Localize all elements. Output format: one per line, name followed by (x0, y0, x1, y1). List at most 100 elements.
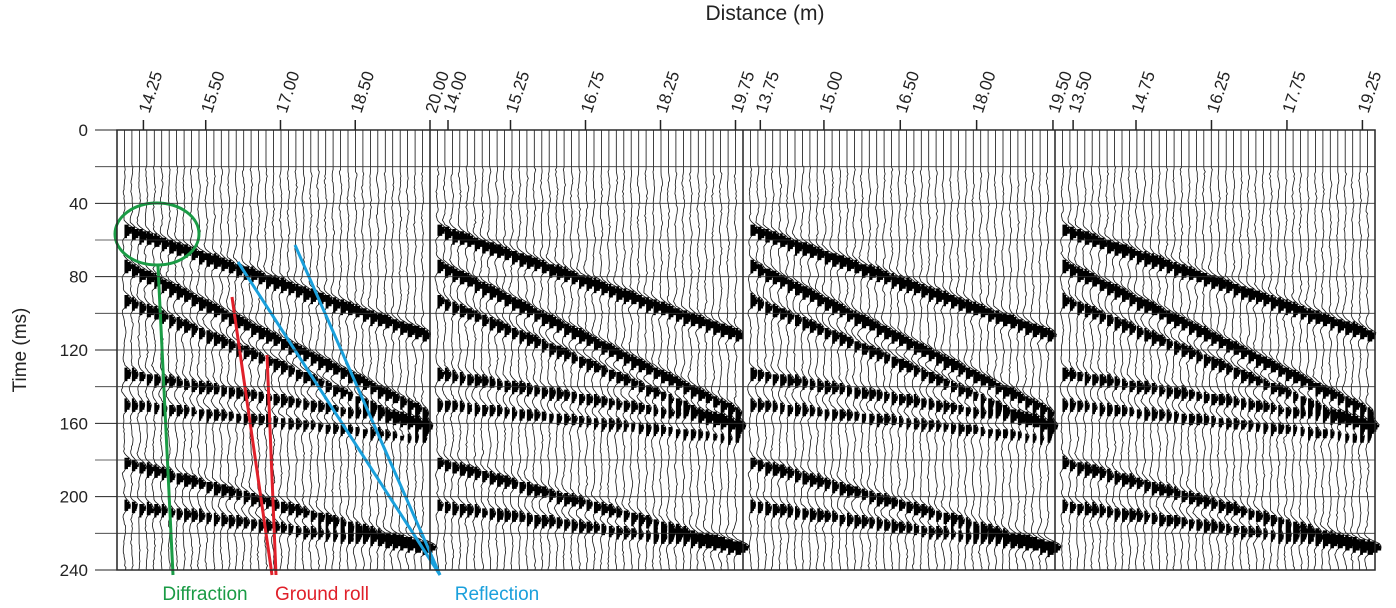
trace-fill (564, 266, 574, 531)
trace-fill (571, 270, 581, 533)
trace-fill (1114, 242, 1125, 522)
trace-fill (1144, 251, 1155, 525)
trace-fill (295, 284, 306, 538)
trace-fill (1121, 244, 1132, 522)
trace-fill (765, 229, 776, 516)
trace-fill (236, 264, 246, 529)
x-tick-label: 14.25 (135, 69, 166, 115)
trace-fill (1255, 290, 1266, 538)
trace-fill (690, 312, 701, 549)
trace-fill (1129, 246, 1138, 522)
trace-fill (698, 314, 710, 549)
y-tick-label: 240 (60, 561, 88, 580)
trace-fill (728, 325, 741, 555)
trace-fill (980, 303, 991, 544)
annotation: Diffraction (162, 584, 247, 605)
trace-fill (1285, 299, 1296, 544)
trace-fill (333, 297, 343, 542)
y-tick-label: 40 (69, 194, 88, 213)
trace-fill (482, 240, 492, 518)
x-tick-label: 15.00 (816, 69, 847, 115)
trace-fill (549, 264, 559, 529)
trace-fill (1092, 233, 1102, 518)
trace-fill (750, 224, 760, 514)
trace-fill (593, 277, 604, 533)
trace-fill (943, 290, 954, 540)
trace-fill (541, 259, 552, 529)
trace-fill (474, 237, 484, 518)
y-tick-label: 0 (79, 121, 88, 140)
y-tick-label: 120 (60, 341, 88, 360)
trace-fill (422, 328, 437, 555)
y-tick-label: 200 (60, 488, 88, 507)
trace-fill (1345, 321, 1358, 551)
trace-fill (757, 226, 767, 514)
trace-fill (921, 284, 931, 538)
trace-fill (519, 253, 529, 522)
title: Distance (m) (705, 2, 824, 25)
trace-fill (817, 246, 826, 522)
trace-fill (1233, 284, 1244, 538)
trace-fill (340, 299, 351, 544)
trace-fill (385, 314, 397, 549)
trace-fill (832, 253, 843, 522)
annotations (113, 201, 442, 576)
trace-fill (1099, 237, 1109, 518)
trace-fill (497, 244, 507, 522)
trace-fill (876, 266, 886, 531)
trace-fill (608, 284, 619, 538)
trace-fill (616, 286, 626, 540)
x-tick-label: 15.50 (197, 69, 228, 115)
trace-fill (318, 292, 328, 540)
x-tick-label: 17.00 (272, 69, 303, 115)
trace-fill (191, 246, 201, 522)
trace-fill (1159, 255, 1168, 527)
trace-fill (392, 319, 406, 551)
trace-fill (169, 240, 179, 518)
trace-fill (1263, 292, 1273, 540)
trace-fill (705, 319, 718, 549)
trace-fill (1040, 325, 1053, 555)
trace-fill (437, 224, 447, 511)
trace-fill (795, 240, 805, 520)
trace-fill (1166, 259, 1176, 527)
trace-fill (1084, 231, 1094, 516)
trace-fill (504, 246, 513, 522)
trace-fill (124, 224, 133, 511)
trace-fill (1062, 224, 1071, 514)
x-tick-label: 14.75 (1128, 69, 1159, 115)
trace-fill (1151, 253, 1162, 525)
trace-fill (258, 270, 268, 533)
trace-fill (928, 286, 938, 540)
trace-fill (579, 275, 589, 533)
trace-fill (251, 266, 261, 531)
trace-fill (720, 323, 734, 553)
trace-fill (1069, 226, 1079, 514)
trace-fill (228, 259, 239, 529)
trace-fill (1270, 295, 1280, 542)
trace-fill (1196, 270, 1207, 531)
trace-fill (1315, 310, 1326, 547)
trace-fill (534, 257, 544, 529)
y-tick-label: 80 (69, 268, 88, 287)
trace-fill (1174, 262, 1184, 529)
trace-fill (467, 233, 477, 518)
x-tick-label: 18.25 (652, 69, 683, 115)
trace-fill (459, 231, 470, 518)
trace-fill (131, 226, 141, 514)
reflection-pointer (293, 244, 442, 576)
ground-roll-pointer (265, 354, 278, 576)
trace-fill (176, 242, 187, 520)
trace-fill (1017, 319, 1030, 549)
trace-fill (1248, 288, 1258, 538)
trace-fill (847, 257, 856, 527)
y-axis-label: Time (ms) (10, 308, 31, 393)
trace-fill (772, 231, 783, 518)
trace-fill (1025, 321, 1038, 551)
x-tick-label: 17.75 (1279, 69, 1310, 115)
trace-fill (452, 229, 462, 516)
trace-fill (646, 297, 655, 542)
diffraction-pointer (156, 265, 175, 576)
trace-fill (1352, 321, 1365, 553)
trace-fill (802, 242, 813, 520)
